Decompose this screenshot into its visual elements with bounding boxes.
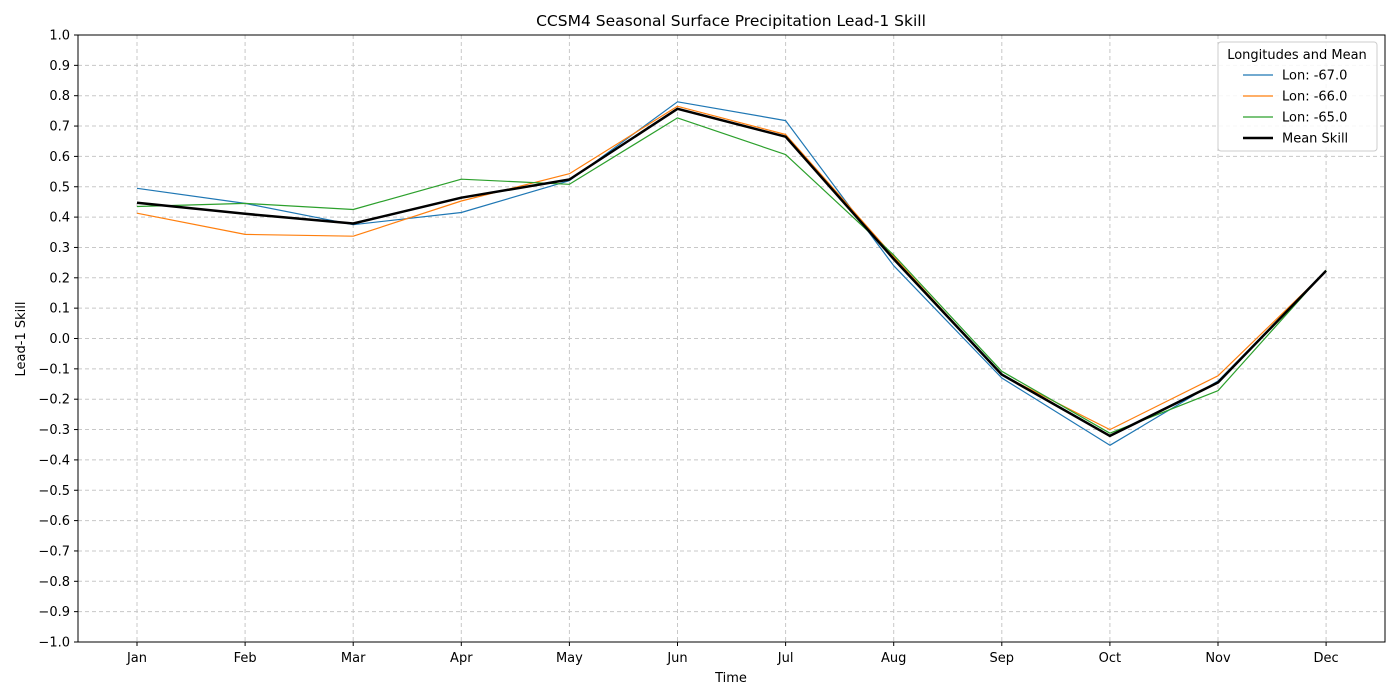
legend-entries: Lon: -67.0 Lon: -66.0 Lon: -65.0 Mean Skill [1243,69,1348,147]
y-tick-label: 1.0 [49,29,70,44]
y-tick-label: 0.9 [49,59,70,74]
series-line-2 [136,105,1327,431]
chart-title: CCSM4 Seasonal Surface Precipitation Lea… [536,12,926,30]
series-line-4 [136,107,1327,438]
y-tick-label: −0.7 [38,544,70,559]
x-tick-label: Aug [881,651,906,666]
y-tick-label: −0.5 [38,484,70,499]
y-axis: −1.0 −0.9 −0.8 −0.7 −0.6 −0.5 −0.4 −0.3 −0.2 −0.1… [38,29,78,651]
y-tick-label: 0.7 [49,120,70,135]
series-layer [136,101,1327,446]
x-tick-label: Dec [1314,651,1339,666]
x-axis: Jan Feb Mar Apr May Jun Jul Aug Sep Oct Nov Dec [126,642,1339,666]
y-tick-label: 0.4 [49,211,70,226]
y-tick-label: −0.1 [38,362,70,377]
y-tick-label: 0.0 [49,332,70,347]
x-tick-label: Jan [126,651,147,666]
legend-label: Lon: -67.0 [1282,69,1347,84]
y-tick-label: −1.0 [38,636,70,651]
y-tick-label: 0.2 [49,271,70,286]
x-tick-label: Apr [450,651,473,666]
y-tick-label: 0.8 [49,89,70,104]
x-tick-label: Oct [1099,651,1121,666]
y-tick-label: −0.6 [38,514,70,529]
x-axis-title: Time [714,671,747,686]
x-tick-label: Jul [777,651,794,666]
legend-label: Lon: -65.0 [1282,111,1347,126]
y-tick-label: −0.9 [38,605,70,620]
y-tick-label: 0.6 [49,150,70,165]
y-tick-label: 0.5 [49,180,70,195]
y-tick-label: −0.4 [38,453,70,468]
legend-label: Lon: -66.0 [1282,90,1347,105]
x-tick-label: May [556,651,583,666]
y-tick-label: −0.2 [38,393,70,408]
y-tick-label: −0.8 [38,575,70,590]
x-tick-label: Sep [990,651,1015,666]
x-tick-label: Feb [234,651,257,666]
x-tick-label: Nov [1205,651,1231,666]
legend-box [1217,41,1378,152]
y-tick-label: 0.1 [49,302,70,317]
x-tick-label: Mar [341,651,366,666]
legend-title: Longitudes and Mean [1227,48,1367,63]
y-tick-label: 0.3 [49,241,70,256]
legend-label: Mean Skill [1282,132,1348,147]
y-axis-title: Lead-1 Skill [14,302,29,377]
legend: Longitudes and Mean Lon: -67.0 Lon: -66.0… [1217,41,1378,152]
y-tick-label: −0.3 [38,423,70,438]
x-tick-label: Jun [666,651,687,666]
